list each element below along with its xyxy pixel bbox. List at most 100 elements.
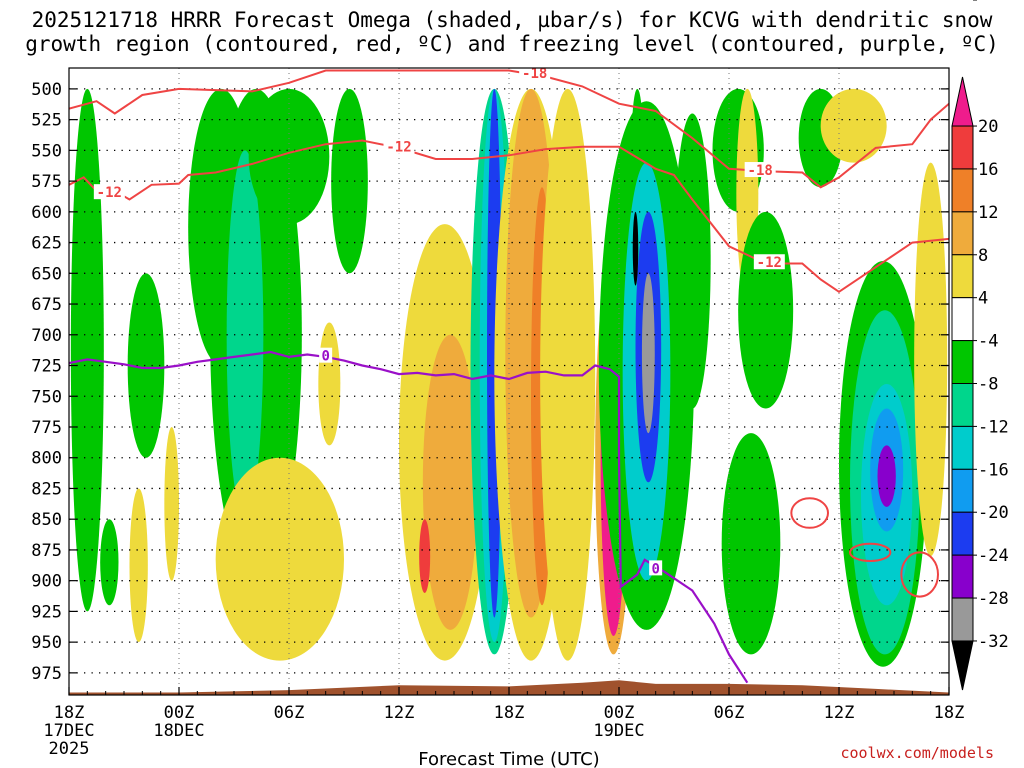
omega-cell-0 — [70, 88, 104, 612]
ytick-label-500: 500 — [31, 80, 62, 100]
colorbar-swatch-9 — [951, 468, 974, 513]
ytick-label-775: 775 — [31, 418, 62, 438]
colorbar-label-13: -36 — [978, 0, 1009, 5]
snow-growth-cell-2 — [900, 551, 940, 598]
ytick-label-750: 750 — [31, 387, 62, 407]
contour-label-minus12-a-bg — [93, 184, 125, 200]
omega-cell-34 — [721, 433, 781, 655]
contour-label-minus18-a: -18 — [522, 66, 547, 82]
omega-cell-2 — [127, 273, 165, 458]
contour-label-zero-b-bg — [649, 560, 663, 576]
ytick-label-875: 875 — [31, 541, 62, 561]
xtick-date-30: 19DEC — [593, 721, 644, 741]
colorbar-swatch-3 — [951, 211, 974, 256]
colorbar-swatch-gray — [951, 597, 974, 642]
ytick-label-950: 950 — [31, 633, 62, 653]
xtick-label-48: 18Z — [934, 703, 965, 723]
colorbar-label-4: 4 — [978, 289, 988, 309]
omega-cell-33 — [738, 211, 794, 409]
temperature-contours: -18 -18 -12 -12 -12 0 0 — [69, 66, 949, 684]
contour-label-minus12-b-bg — [383, 138, 415, 154]
omega-colorbar: 20 16 12 8 4 -4 -8 -12 -16 -20 -24 -28 -32 -36 — [951, 0, 1009, 691]
chart-title-line2: growth region (contoured, red, ºC) and f… — [25, 32, 999, 56]
ytick-label-975: 975 — [31, 664, 62, 684]
omega-cell-8 — [248, 88, 330, 225]
chart-title: 2025121718 HRRR Forecast Omega (shaded, … — [0, 8, 1024, 56]
ytick-label-825: 825 — [31, 479, 62, 499]
colorbar-label-9: -20 — [978, 503, 1009, 523]
ytick-label-800: 800 — [31, 449, 62, 469]
colorbar-label-6: -8 — [978, 375, 998, 395]
ytick-label-725: 725 — [31, 357, 62, 377]
xtick-label-36: 06Z — [714, 703, 745, 723]
colorbar-label-1: 16 — [978, 160, 998, 180]
xtick-label-12: 06Z — [274, 703, 305, 723]
snow-growth-cell-1 — [849, 542, 892, 562]
contour-label-zero-a-bg — [319, 347, 333, 363]
colorbar-swatch-6 — [951, 340, 974, 384]
isotherm-minus18 — [69, 69, 949, 189]
colorbar-swatch-8 — [951, 425, 974, 470]
ytick-label-600: 600 — [31, 203, 62, 223]
omega-cell-4 — [164, 426, 180, 581]
ytick-label-525: 525 — [31, 111, 62, 131]
colorbar-label-0: 20 — [978, 117, 998, 137]
ytick-label-900: 900 — [31, 572, 62, 592]
colorbar-label-2: 12 — [978, 203, 998, 223]
omega-cell-3 — [129, 488, 148, 643]
xtick-year-0: 2025 — [49, 739, 90, 759]
colorbar-bottom-arrow — [951, 640, 974, 691]
colorbar-swatch-2 — [951, 168, 974, 213]
colorbar-label-11: -28 — [978, 589, 1009, 609]
contour-label-minus18-b-bg — [744, 162, 776, 178]
omega-cell-14 — [419, 519, 431, 593]
colorbar-swatch-4 — [951, 254, 974, 299]
contour-label-minus12-b: -12 — [386, 140, 411, 156]
colorbar-label-7: -12 — [978, 417, 1009, 437]
omega-cell-30 — [674, 113, 711, 409]
xtick-label-0: 18Z — [54, 703, 85, 723]
omega-cell-11 — [215, 457, 344, 661]
xtick-date-0: 17DEC — [43, 721, 94, 741]
contour-label-minus12-c-bg — [753, 254, 785, 270]
contour-label-minus12-c: -12 — [757, 255, 782, 271]
freezing-level-line — [69, 350, 749, 684]
ytick-label-625: 625 — [31, 234, 62, 254]
xtick-label-6: 00Z — [164, 703, 195, 723]
xtick-date-6: 18DEC — [153, 721, 204, 741]
chart-title-line1: 2025121718 HRRR Forecast Omega (shaded, … — [31, 8, 993, 32]
omega-cell-13 — [422, 334, 478, 630]
colorbar-swatch-11 — [951, 554, 974, 599]
contour-label-zero-a: 0 — [321, 349, 329, 365]
credit-text: coolwx.com/models — [840, 744, 994, 762]
contour-label-zero-b: 0 — [651, 561, 659, 577]
colorbar-swatch-1 — [951, 125, 974, 170]
omega-cell-1 — [100, 519, 119, 606]
colorbar-swatch-10 — [951, 511, 974, 556]
colorbar-swatch-5 — [951, 297, 974, 342]
omega-cell-29 — [632, 211, 639, 286]
contour-label-minus18-a-bg — [519, 68, 551, 80]
ytick-label-650: 650 — [31, 264, 62, 284]
ytick-label-700: 700 — [31, 326, 62, 346]
colorbar-label-3: 8 — [978, 246, 988, 266]
omega-cell-28 — [641, 273, 655, 434]
ytick-label-925: 925 — [31, 602, 62, 622]
omega-cell-36 — [820, 88, 887, 163]
xtick-label-42: 12Z — [824, 703, 855, 723]
xtick-label-24: 18Z — [494, 703, 525, 723]
xtick-label-18: 12Z — [384, 703, 415, 723]
colorbar-label-5: -4 — [978, 332, 998, 352]
contour-label-minus12-a: -12 — [97, 185, 122, 201]
colorbar-top-arrow — [951, 76, 974, 127]
omega-cell-43 — [925, 261, 944, 458]
ytick-label-675: 675 — [31, 295, 62, 315]
omega-cell-41 — [877, 445, 896, 507]
x-axis-label: Forecast Time (UTC) — [418, 749, 599, 768]
omega-cell-10 — [318, 322, 341, 446]
isotherm-minus12 — [69, 139, 949, 294]
xtick-label-30: 00Z — [604, 703, 635, 723]
colorbar-swatch-7 — [951, 383, 974, 427]
